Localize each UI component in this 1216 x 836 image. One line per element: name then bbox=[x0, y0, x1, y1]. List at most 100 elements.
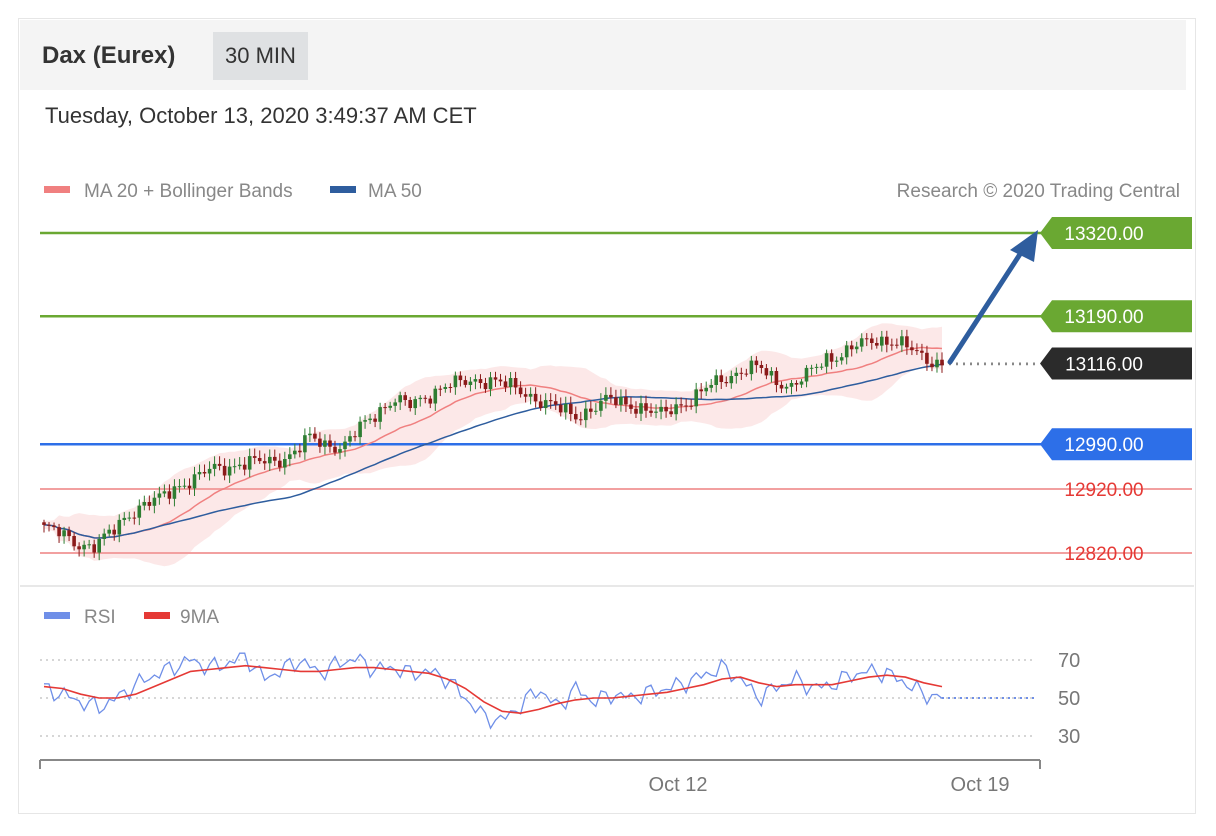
candle-body bbox=[478, 379, 483, 383]
candle-body bbox=[624, 397, 628, 405]
candle-body bbox=[298, 450, 302, 453]
candle-body bbox=[137, 505, 142, 518]
candle-body bbox=[925, 352, 929, 364]
candle-body bbox=[689, 405, 693, 407]
interval-button[interactable]: 30 MIN bbox=[213, 32, 308, 80]
candle-body bbox=[343, 441, 347, 450]
candle-body bbox=[543, 400, 548, 408]
candle-body bbox=[388, 405, 392, 408]
candle-body bbox=[829, 353, 834, 362]
candle-body bbox=[674, 404, 678, 415]
candle-body bbox=[935, 359, 939, 368]
candle-body bbox=[112, 529, 116, 535]
candle-body bbox=[875, 343, 879, 346]
level-tags: 13320.00 13190.00 13116.00 12990.00 12920.00… bbox=[1040, 217, 1192, 565]
candle-body bbox=[594, 410, 598, 412]
candle-body bbox=[318, 438, 322, 447]
forecast-arrow-shaft bbox=[947, 245, 1027, 365]
candle-body bbox=[854, 346, 859, 350]
candle-body bbox=[182, 485, 187, 487]
x-tick-label-oct12: Oct 12 bbox=[649, 774, 708, 796]
candle-body bbox=[473, 379, 478, 382]
candle-body bbox=[548, 400, 553, 402]
candle-body bbox=[353, 436, 357, 438]
candle-body bbox=[920, 350, 924, 353]
candle-body bbox=[348, 436, 352, 442]
candle-body bbox=[709, 385, 713, 388]
candle-body bbox=[192, 474, 197, 489]
candle-body bbox=[393, 402, 397, 406]
pivot-tag-background bbox=[1040, 428, 1192, 461]
candle-body bbox=[67, 530, 71, 537]
candle-body bbox=[930, 363, 934, 368]
candle-body bbox=[739, 372, 744, 374]
current-tag-label: 13116.00 bbox=[1065, 355, 1143, 376]
candle-body bbox=[308, 433, 312, 436]
chart-timestamp: Tuesday, October 13, 2020 3:49:37 AM CET bbox=[45, 103, 477, 128]
rsi-legend-label: RSI bbox=[84, 607, 116, 628]
candle-body bbox=[864, 338, 869, 340]
candle-body bbox=[398, 395, 402, 403]
candle-body bbox=[157, 493, 162, 498]
candle-body bbox=[885, 336, 889, 345]
candle-body bbox=[579, 419, 583, 421]
candle-body bbox=[644, 403, 648, 411]
level-tag-12820.00: 12820.00 bbox=[1064, 544, 1143, 565]
candle-body bbox=[649, 410, 653, 413]
candle-body bbox=[77, 546, 81, 550]
candle-body bbox=[523, 394, 528, 397]
candle-body bbox=[784, 386, 789, 389]
candle-body bbox=[789, 383, 794, 387]
candle-body bbox=[117, 519, 122, 535]
candle-body bbox=[102, 533, 106, 539]
candle-body bbox=[268, 456, 272, 464]
candle-body bbox=[890, 344, 894, 346]
candle-body bbox=[217, 463, 222, 466]
candle-body bbox=[403, 395, 407, 400]
candle-body bbox=[418, 397, 423, 400]
candle-body bbox=[538, 401, 543, 408]
rsi-line bbox=[43, 652, 943, 730]
candle-body bbox=[207, 468, 212, 474]
candle-body bbox=[498, 379, 503, 382]
candle-body bbox=[794, 383, 799, 385]
candle-body bbox=[900, 336, 904, 346]
resistance-tag-label: 13320.00 bbox=[1064, 224, 1143, 245]
candle-body bbox=[563, 404, 568, 413]
candle-body bbox=[458, 375, 463, 381]
candle-body bbox=[859, 338, 864, 347]
candle-body bbox=[433, 388, 438, 404]
candle-body bbox=[834, 360, 839, 362]
candle-body bbox=[293, 450, 297, 455]
candle-body bbox=[699, 389, 703, 392]
candle-body bbox=[278, 460, 282, 468]
candle-body bbox=[774, 371, 779, 385]
candle-body bbox=[323, 440, 327, 447]
candle-body bbox=[338, 449, 342, 453]
candle-body bbox=[528, 393, 533, 397]
candle-body bbox=[197, 472, 202, 475]
candle-body bbox=[749, 360, 754, 375]
candle-body bbox=[483, 383, 488, 390]
rsi-legend-swatch bbox=[44, 612, 70, 619]
candle-body bbox=[558, 404, 563, 413]
candle-body bbox=[694, 389, 698, 407]
candle-body bbox=[147, 502, 152, 506]
level-tag-13320.00: 13320.00 bbox=[1040, 217, 1192, 249]
rsi-tick-label-70: 70 bbox=[1058, 650, 1080, 672]
candle-body bbox=[97, 539, 101, 553]
candle-body bbox=[463, 380, 468, 385]
rsi-legend: RSI 9MA bbox=[44, 607, 219, 628]
candle-body bbox=[87, 544, 91, 546]
candle-body bbox=[604, 394, 608, 401]
candle-body bbox=[905, 336, 909, 348]
candle-body bbox=[744, 373, 749, 375]
candle-body bbox=[629, 404, 633, 409]
rsi-ma-legend-swatch bbox=[144, 612, 170, 619]
candle-body bbox=[62, 530, 66, 537]
candle-body bbox=[107, 529, 111, 534]
ma20-line bbox=[43, 346, 943, 539]
candle-body bbox=[769, 371, 774, 376]
price-legend: MA 20 + Bollinger Bands MA 50 Research ©… bbox=[44, 181, 1180, 202]
candle-body bbox=[127, 517, 132, 519]
